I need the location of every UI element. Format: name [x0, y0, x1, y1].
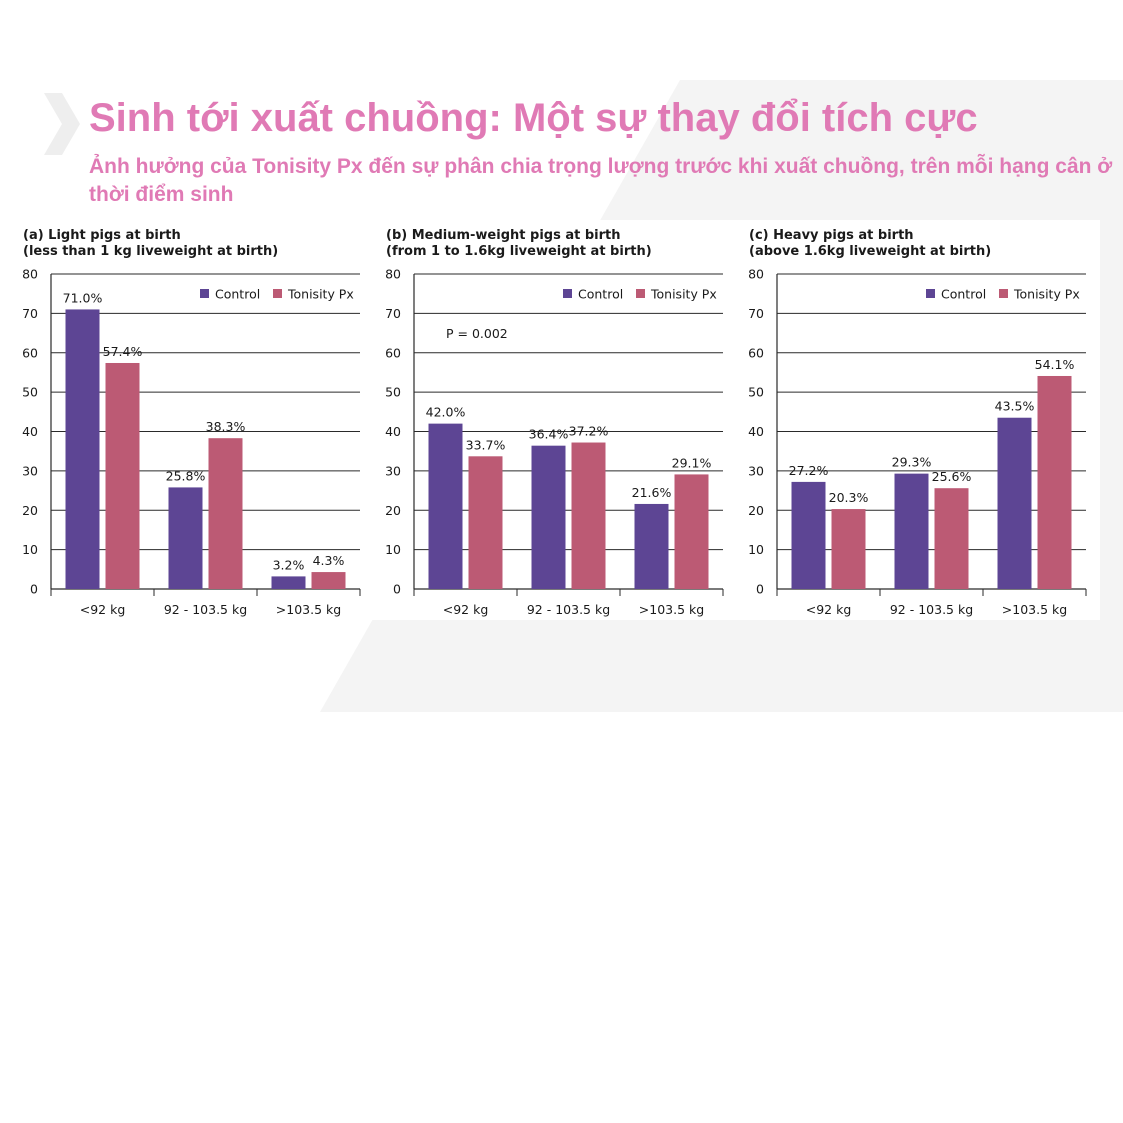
panel-c-title: (c) Heavy pigs at birth (above 1.6kg liv… — [749, 228, 991, 260]
data-label-c-control-2: 43.5% — [995, 399, 1035, 414]
data-label-a-control-1: 25.8% — [166, 468, 206, 483]
bar-c-control-2 — [997, 417, 1032, 589]
legend-label-c-control: Control — [941, 287, 986, 302]
x-tick-label-b-0: <92 kg — [443, 602, 489, 617]
bar-c-control-0 — [791, 481, 826, 589]
legend-swatch-a-tonisity — [273, 289, 282, 298]
legend-label-b-tonisity: Tonisity Px — [650, 287, 717, 302]
y-tick-a-8: 80 — [22, 267, 38, 282]
y-tick-a-3: 30 — [22, 463, 38, 478]
panel-a-title: (a) Light pigs at birth (less than 1 kg … — [23, 228, 278, 260]
bar-b-tonisity-1 — [571, 442, 606, 589]
legend-label-b-control: Control — [578, 287, 623, 302]
data-label-b-control-2: 21.6% — [632, 485, 672, 500]
x-tick-label-c-2: >103.5 kg — [1002, 602, 1067, 617]
data-label-a-tonisity-1: 38.3% — [206, 419, 246, 434]
y-tick-b-3: 30 — [385, 463, 401, 478]
bar-b-control-2 — [634, 503, 669, 589]
bar-a-tonisity-0 — [105, 362, 140, 589]
y-tick-a-4: 40 — [22, 424, 38, 439]
legend-label-c-tonisity: Tonisity Px — [1013, 287, 1080, 302]
panel-b-title-line2: (from 1 to 1.6kg liveweight at birth) — [386, 244, 652, 259]
bar-b-control-0 — [428, 423, 463, 589]
bar-a-tonisity-2 — [311, 572, 346, 589]
y-tick-c-3: 30 — [748, 463, 764, 478]
y-tick-c-5: 50 — [748, 385, 764, 400]
y-tick-b-0: 0 — [393, 582, 401, 597]
bar-c-tonisity-1 — [934, 488, 969, 589]
data-label-b-tonisity-2: 29.1% — [672, 455, 712, 470]
page-title: Sinh tới xuất chuồng: Một sự thay đổi tí… — [89, 96, 978, 140]
y-tick-b-1: 10 — [385, 542, 401, 557]
y-tick-b-4: 40 — [385, 424, 401, 439]
x-tick-label-b-1: 92 - 103.5 kg — [527, 602, 610, 617]
x-tick-label-b-2: >103.5 kg — [639, 602, 704, 617]
data-label-a-control-0: 71.0% — [63, 290, 103, 305]
y-tick-a-5: 50 — [22, 385, 38, 400]
y-tick-c-7: 70 — [748, 306, 764, 321]
y-tick-a-1: 10 — [22, 542, 38, 557]
bar-b-tonisity-0 — [468, 456, 503, 589]
legend-swatch-b-control — [563, 289, 572, 298]
y-tick-c-6: 60 — [748, 345, 764, 360]
data-label-b-tonisity-1: 37.2% — [569, 424, 609, 439]
legend-label-a-control: Control — [215, 287, 260, 302]
bar-b-control-1 — [531, 445, 566, 589]
legend-label-a-tonisity: Tonisity Px — [287, 287, 354, 302]
bar-c-control-1 — [894, 473, 929, 589]
data-label-a-tonisity-0: 57.4% — [103, 344, 143, 359]
data-label-b-control-1: 36.4% — [529, 427, 569, 442]
data-label-a-tonisity-2: 4.3% — [313, 553, 345, 568]
panel-a-title-line2: (less than 1 kg liveweight at birth) — [23, 244, 279, 259]
y-tick-a-6: 60 — [22, 345, 38, 360]
data-label-b-tonisity-0: 33.7% — [466, 437, 506, 452]
chevron-icon — [44, 93, 80, 155]
bar-b-tonisity-2 — [674, 474, 709, 589]
x-tick-label-a-0: <92 kg — [80, 602, 126, 617]
panel-a-title-line1: (a) Light pigs at birth — [23, 228, 181, 243]
bar-a-control-0 — [65, 309, 100, 589]
legend-swatch-a-control — [200, 289, 209, 298]
legend-swatch-b-tonisity — [636, 289, 645, 298]
y-tick-b-5: 50 — [385, 385, 401, 400]
data-label-c-control-1: 29.3% — [892, 455, 932, 470]
data-label-c-control-0: 27.2% — [789, 463, 829, 478]
legend-swatch-c-tonisity — [999, 289, 1008, 298]
bar-a-tonisity-1 — [208, 438, 243, 589]
data-label-c-tonisity-2: 54.1% — [1035, 357, 1075, 372]
bar-c-tonisity-2 — [1037, 375, 1072, 589]
y-tick-c-2: 20 — [748, 503, 764, 518]
x-tick-label-c-0: <92 kg — [806, 602, 852, 617]
x-tick-label-a-2: >103.5 kg — [276, 602, 341, 617]
panel-c-title-line2: (above 1.6kg liveweight at birth) — [749, 244, 992, 259]
y-tick-a-0: 0 — [30, 582, 38, 597]
x-tick-label-c-1: 92 - 103.5 kg — [890, 602, 973, 617]
y-tick-b-7: 70 — [385, 306, 401, 321]
y-tick-c-0: 0 — [756, 582, 764, 597]
y-tick-b-6: 60 — [385, 345, 401, 360]
page-subtitle: Ảnh hưởng của Tonisity Px đến sự phân ch… — [89, 155, 1113, 206]
y-tick-b-8: 80 — [385, 267, 401, 282]
y-tick-a-7: 70 — [22, 306, 38, 321]
data-label-a-control-2: 3.2% — [273, 557, 305, 572]
panel-c-title-line1: (c) Heavy pigs at birth — [749, 228, 914, 243]
bar-a-control-1 — [168, 487, 203, 589]
y-tick-c-4: 40 — [748, 424, 764, 439]
panel-b-title: (b) Medium-weight pigs at birth (from 1 … — [386, 228, 652, 260]
y-tick-a-2: 20 — [22, 503, 38, 518]
y-tick-c-8: 80 — [748, 267, 764, 282]
x-tick-label-a-1: 92 - 103.5 kg — [164, 602, 247, 617]
annotation-b: P = 0.002 — [446, 326, 508, 341]
bar-a-control-2 — [271, 576, 306, 589]
data-label-c-tonisity-0: 20.3% — [829, 490, 869, 505]
data-label-c-tonisity-1: 25.6% — [932, 469, 972, 484]
y-tick-c-1: 10 — [748, 542, 764, 557]
panel-b-title-line1: (b) Medium-weight pigs at birth — [386, 228, 621, 243]
bar-c-tonisity-0 — [831, 509, 866, 589]
data-label-b-control-0: 42.0% — [426, 405, 466, 420]
y-tick-b-2: 20 — [385, 503, 401, 518]
legend-swatch-c-control — [926, 289, 935, 298]
